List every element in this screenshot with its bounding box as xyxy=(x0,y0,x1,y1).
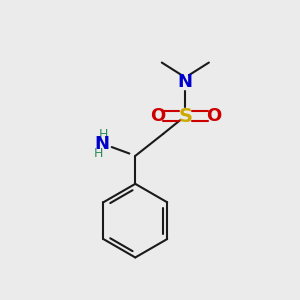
Text: H: H xyxy=(94,147,103,160)
Text: S: S xyxy=(178,106,192,126)
Text: H: H xyxy=(99,128,109,141)
Text: N: N xyxy=(178,73,193,91)
Text: N: N xyxy=(94,135,109,153)
Text: O: O xyxy=(206,107,221,125)
Text: O: O xyxy=(150,107,165,125)
